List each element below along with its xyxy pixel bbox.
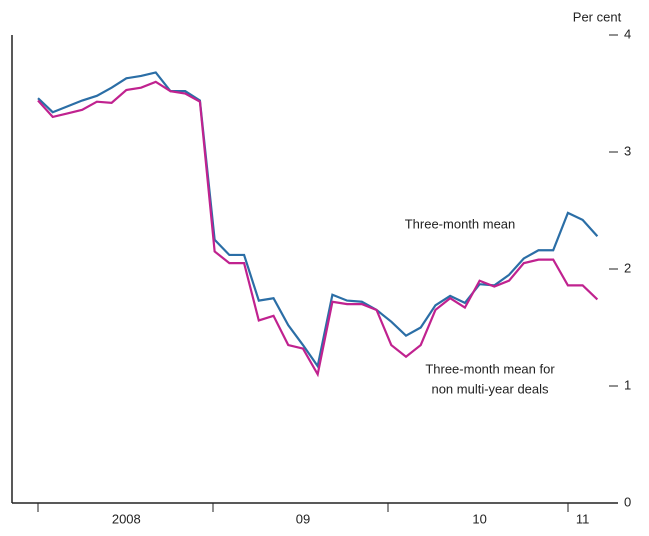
y-tick-label: 3 [624, 143, 631, 158]
x-tick-label: 10 [472, 511, 486, 526]
x-tick-label: 2008 [112, 511, 141, 526]
line-series [37, 71, 599, 369]
x-tick-label: 11 [576, 511, 590, 526]
annotation: Three-month mean [405, 216, 516, 231]
y-tick-label: 0 [624, 494, 631, 509]
line-series [37, 80, 599, 378]
annotation: non multi-year deals [431, 381, 549, 396]
y-unit: Per cent [573, 9, 622, 24]
annotation: Three-month mean for [425, 361, 555, 376]
y-tick-label: 4 [624, 26, 631, 41]
x-tick-label: 09 [296, 511, 310, 526]
y-tick-label: 1 [624, 377, 631, 392]
y-tick-label: 2 [624, 260, 631, 275]
